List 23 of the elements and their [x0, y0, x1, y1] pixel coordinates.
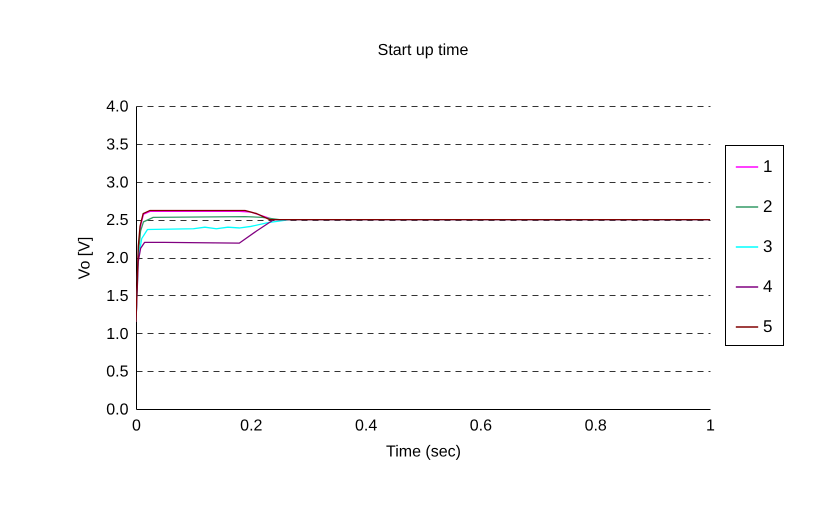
- x-axis-title: Time (sec): [386, 444, 461, 460]
- x-tick-label: 0.4: [354, 418, 378, 434]
- y-tick-label: 2.5: [106, 212, 129, 230]
- x-tick-label: 1: [706, 418, 716, 434]
- legend-label: 4: [763, 277, 772, 296]
- x-tick-label: 0.6: [470, 418, 492, 434]
- y-tick-label: 2.0: [106, 250, 129, 267]
- y-tick-label: 1.5: [106, 288, 129, 305]
- legend-label: 5: [763, 317, 772, 336]
- legend-label: 1: [763, 157, 772, 176]
- x-tick-label: 0.2: [240, 418, 263, 434]
- chart-title: Start up time: [378, 42, 468, 59]
- legend-label: 3: [763, 237, 772, 256]
- legend-label: 2: [763, 197, 772, 216]
- y-tick-label: 0.5: [106, 364, 129, 381]
- y-tick-label: 4.0: [106, 98, 129, 116]
- y-axis-title: Vo [V]: [76, 236, 94, 280]
- y-tick-label: 3.5: [106, 136, 129, 154]
- y-tick-label: 1.0: [106, 326, 129, 343]
- x-tick-label: 0.8: [584, 418, 607, 434]
- y-tick-label: 0.0: [106, 402, 129, 418]
- x-tick-label: 0: [132, 418, 142, 434]
- y-tick-label: 3.0: [106, 174, 129, 192]
